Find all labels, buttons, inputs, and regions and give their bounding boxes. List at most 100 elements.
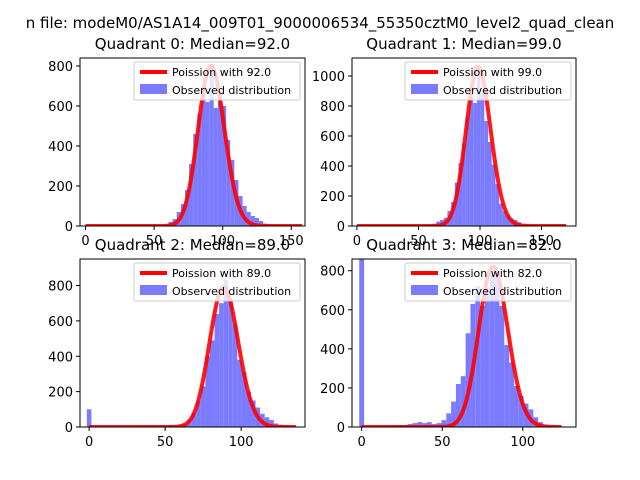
- hist-bar: [480, 305, 485, 427]
- poisson-curve: [88, 285, 297, 427]
- x-tick-label: 150: [279, 234, 304, 249]
- x-tick-label: 0: [358, 435, 366, 450]
- quadrant-2-title: Quadrant 2: Median=89.0: [95, 236, 290, 254]
- hist-bar: [488, 142, 492, 226]
- quadrant-1-title: Quadrant 1: Median=99.0: [366, 35, 561, 53]
- legend: Poission with 92.0 Observed distribution: [133, 61, 301, 101]
- hist-bar: [513, 385, 519, 427]
- hist-bar: [359, 259, 365, 427]
- legend-poisson-label: Poission with 82.0: [443, 267, 542, 280]
- legend-poisson-label: Poission with 92.0: [172, 66, 271, 79]
- hist-bar: [197, 114, 202, 226]
- legend-hist-label: Observed distribution: [172, 84, 291, 97]
- hist-bar: [458, 163, 463, 226]
- y-tick-label: 0: [65, 220, 73, 235]
- x-tick-label: 50: [410, 234, 427, 249]
- y-tick-label: 800: [48, 280, 73, 295]
- plot-frame: [79, 258, 306, 428]
- hist-bar: [86, 409, 92, 427]
- hist-bar: [191, 412, 197, 427]
- legend-hist-label: Observed distribution: [443, 84, 562, 97]
- y-tick-label: 0: [65, 421, 73, 436]
- quadrant-3-panel: Quadrant 3: Median=82.0 0 50 100 0 200 400 600 8…: [320, 236, 577, 450]
- y-tick-label: 0: [337, 421, 345, 436]
- plot-frame: [351, 57, 577, 227]
- x-tick-label: 150: [529, 234, 554, 249]
- quadrant-0-title: Quadrant 0: Median=92.0: [95, 35, 290, 53]
- y-tick-label: 400: [48, 140, 73, 155]
- hist-bar: [246, 212, 251, 226]
- hist-bar: [462, 143, 466, 226]
- hist-bar: [489, 274, 495, 427]
- y-tick-label: 600: [320, 304, 345, 319]
- hist-bar: [209, 340, 215, 427]
- legend-hist-swatch: [140, 84, 167, 94]
- hist-bar: [451, 401, 456, 427]
- legend-box: [404, 262, 572, 302]
- hist-bar: [217, 98, 222, 226]
- x-tick-label: 100: [229, 435, 254, 450]
- y-tick-label: 600: [320, 130, 345, 145]
- hist-bar: [264, 417, 270, 427]
- quadrant-3-title: Quadrant 3: Median=82.0: [366, 236, 561, 254]
- hist-bar: [241, 372, 247, 427]
- figure-suptitle: n file: modeM0/AS1A14_009T01_9000006534_…: [26, 14, 615, 33]
- legend-poisson-label: Poission with 99.0: [443, 66, 542, 79]
- hist-bar: [250, 216, 255, 226]
- x-tick-label: 100: [510, 435, 535, 450]
- hist-bar: [189, 164, 194, 226]
- y-tick-label: 0: [337, 220, 345, 235]
- hist-bar: [491, 164, 496, 226]
- legend-poisson-label: Poission with 89.0: [172, 267, 271, 280]
- hist-bar: [228, 299, 233, 427]
- quadrant-2-panel: Quadrant 2: Median=89.0 0 50 100 0 200 400 600 8…: [48, 236, 306, 450]
- x-tick-label: 0: [81, 234, 89, 249]
- y-tick-label: 400: [48, 350, 73, 365]
- hist-bar: [230, 160, 235, 226]
- hist-bar: [473, 103, 477, 226]
- legend: Poission with 82.0 Observed distribution: [404, 262, 572, 302]
- hist-bar: [476, 76, 481, 226]
- legend-box: [133, 262, 301, 302]
- x-tick-label: 100: [210, 234, 235, 249]
- x-tick-label: 50: [157, 435, 174, 450]
- hist-bar: [254, 218, 260, 226]
- hist-bar: [494, 270, 500, 427]
- hist-bar: [196, 400, 201, 427]
- hist-bar: [246, 391, 252, 427]
- legend-hist-swatch: [411, 84, 438, 94]
- plot-frame: [79, 57, 306, 227]
- hist-bar: [237, 359, 242, 427]
- x-tick-label: 50: [146, 234, 163, 249]
- hist-bar: [499, 305, 505, 427]
- y-tick-label: 400: [320, 343, 345, 358]
- hist-bar: [226, 140, 231, 226]
- y-tick-label: 200: [320, 382, 345, 397]
- legend-hist-swatch: [411, 285, 438, 295]
- y-tick-label: 200: [320, 190, 345, 205]
- hist-bar: [223, 280, 229, 427]
- y-tick-label: 600: [48, 100, 73, 115]
- hist-bar: [446, 413, 452, 427]
- legend-box: [404, 61, 572, 101]
- x-tick-label: 100: [468, 234, 493, 249]
- x-tick-label: 0: [85, 435, 93, 450]
- hist-bar: [269, 419, 274, 427]
- hist-bar: [484, 121, 488, 226]
- hist-bar: [200, 386, 206, 427]
- hist-bar: [502, 211, 507, 226]
- quadrant-0-panel: Quadrant 0: Median=92.0 0 50 100 150 0 200 400 6…: [48, 35, 306, 249]
- hist-bar: [417, 422, 423, 427]
- hist-bar: [465, 333, 471, 427]
- y-tick-label: 200: [48, 386, 73, 401]
- hist-bar: [184, 190, 190, 226]
- legend-box: [133, 61, 301, 101]
- hist-bar: [499, 203, 503, 226]
- hist-bar: [193, 134, 198, 226]
- legend-hist-swatch: [140, 285, 167, 295]
- y-tick-label: 400: [320, 160, 345, 175]
- quadrant-1-panel: Quadrant 1: Median=99.0 0 50 100 150 0 200 400 6…: [312, 35, 577, 249]
- poisson-curve: [361, 264, 562, 427]
- hist-bar: [221, 106, 227, 226]
